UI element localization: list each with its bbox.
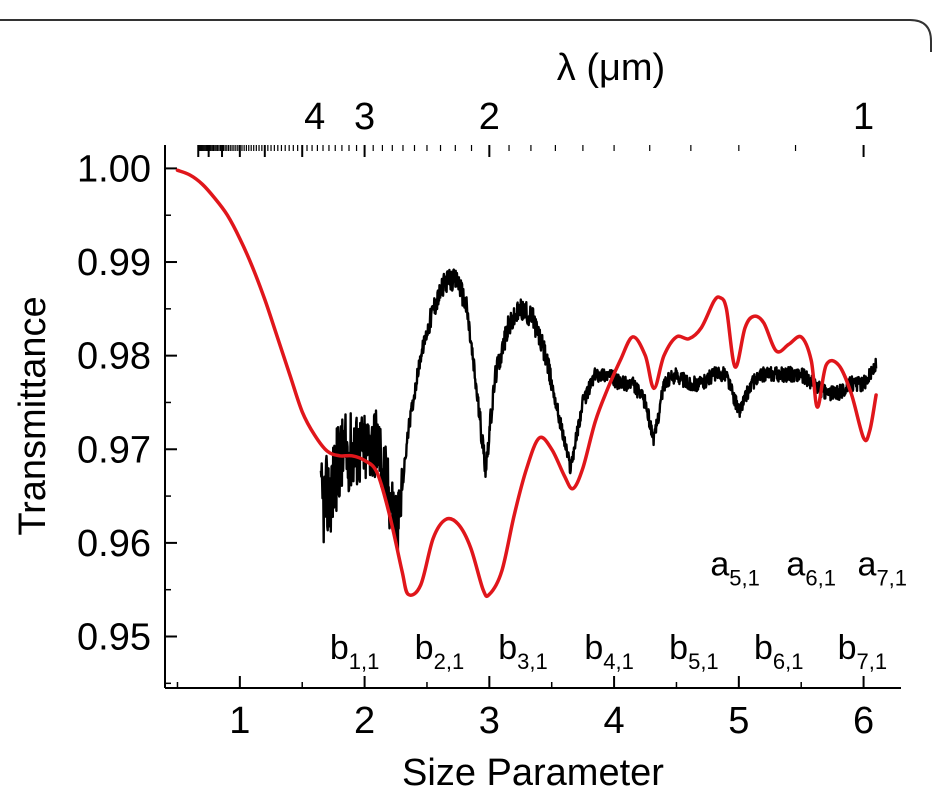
top-axis-title: λ (μm)	[557, 47, 665, 89]
y-axis-title: Transmittance	[12, 296, 54, 535]
mode-label: b6,1	[754, 629, 804, 674]
mode-label: b3,1	[498, 629, 548, 674]
x-tick-label: 1	[229, 700, 250, 742]
x-axis-title: Size Parameter	[402, 752, 664, 794]
top-tick-label: 1	[853, 96, 874, 138]
y-tick-label: 0.96	[77, 523, 151, 565]
top-tick-label: 2	[479, 96, 500, 138]
mode-label: b2,1	[415, 629, 465, 674]
mode-label: a6,1	[786, 546, 836, 591]
top-tick-label: 4	[304, 96, 325, 138]
y-tick-label: 0.98	[77, 336, 151, 378]
top-tick-label: 3	[354, 96, 375, 138]
x-tick-label: 5	[728, 700, 749, 742]
calculated-series-line	[175, 168, 878, 599]
corner-decoration	[0, 19, 932, 52]
mode-label: b4,1	[584, 629, 634, 674]
mode-label: a7,1	[858, 546, 908, 591]
measured-series-line	[319, 268, 878, 554]
mode-label: b7,1	[838, 629, 888, 674]
x-tick-label: 6	[853, 700, 874, 742]
mode-label: b1,1	[330, 629, 380, 674]
mode-label: a5,1	[710, 546, 760, 591]
y-tick-label: 0.99	[77, 242, 151, 284]
mode-label: b5,1	[669, 629, 719, 674]
x-tick-label: 2	[354, 700, 375, 742]
y-tick-label: 1.00	[77, 148, 151, 190]
x-tick-label: 4	[604, 700, 625, 742]
y-tick-label: 0.95	[77, 617, 151, 659]
x-tick-label: 3	[479, 700, 500, 742]
y-tick-label: 0.97	[77, 429, 151, 471]
